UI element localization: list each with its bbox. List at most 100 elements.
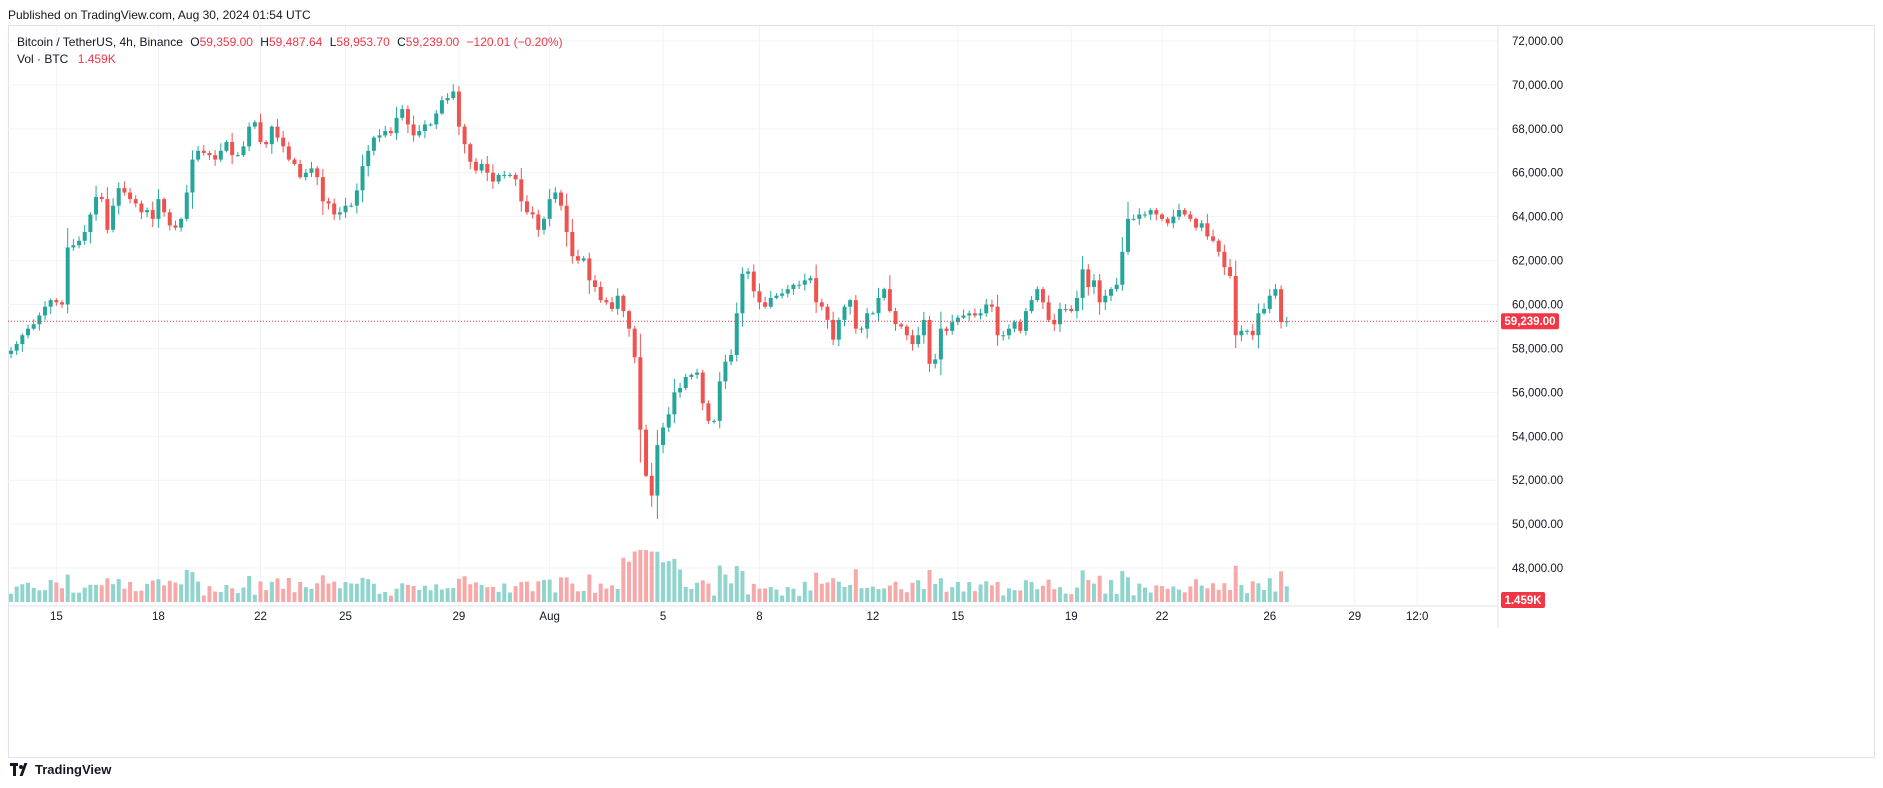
volume-bar xyxy=(145,583,150,602)
candle-down xyxy=(99,196,104,200)
volume-bar xyxy=(706,583,711,602)
candle-up xyxy=(785,289,790,294)
candle-up xyxy=(734,313,739,356)
candle-up xyxy=(797,284,802,286)
candle-down xyxy=(60,302,65,305)
candle-down xyxy=(576,256,580,261)
chart-frame[interactable] xyxy=(8,25,1875,758)
candle-up xyxy=(1262,308,1267,314)
candle-up xyxy=(655,445,660,496)
volume-bar xyxy=(77,592,82,602)
high-value: 59,487.64 xyxy=(268,35,323,49)
volume-bar xyxy=(1171,586,1176,602)
y-tick-label: 62,000.00 xyxy=(1512,256,1563,268)
candle-up xyxy=(354,190,359,206)
candle-up xyxy=(1177,210,1182,217)
candle-up xyxy=(252,122,257,127)
candle-up xyxy=(615,295,620,309)
brand-label: TradingView xyxy=(35,762,112,777)
candle-down xyxy=(831,319,836,340)
volume-bar xyxy=(768,586,773,602)
volume-bar xyxy=(1086,580,1091,602)
candle-up xyxy=(451,91,456,99)
volume-bar xyxy=(893,581,898,602)
volume-bar xyxy=(984,581,989,602)
candle-down xyxy=(332,203,337,215)
candle-down xyxy=(570,232,575,257)
volume-bar xyxy=(717,565,722,602)
last-price-label: 59,239.00 xyxy=(1504,316,1555,328)
candle-up xyxy=(791,284,796,290)
volume-bar xyxy=(190,572,195,602)
candle-down xyxy=(995,306,1000,336)
candle-up xyxy=(1108,289,1113,296)
candle-down xyxy=(587,258,592,281)
y-tick-label: 48,000.00 xyxy=(1512,563,1563,575)
volume-bar xyxy=(320,575,325,602)
x-tick-label: 18 xyxy=(152,611,165,623)
candle-down xyxy=(899,324,904,327)
candle-up xyxy=(1239,330,1244,336)
volume-bar xyxy=(20,584,25,602)
volume-bar xyxy=(1069,594,1074,602)
volume-bar xyxy=(1125,577,1130,602)
volume-bar xyxy=(978,584,983,602)
volume-bar xyxy=(570,583,575,602)
volume-bar xyxy=(972,591,977,602)
volume-bar xyxy=(309,588,314,602)
candle-up xyxy=(712,420,717,422)
volume-bar xyxy=(1194,579,1199,602)
volume-bar xyxy=(383,591,388,602)
candle-down xyxy=(1165,218,1170,224)
candle-up xyxy=(1131,218,1136,220)
tradingview-brand[interactable]: TradingView xyxy=(10,762,111,777)
candle-down xyxy=(819,302,824,307)
candle-down xyxy=(763,302,768,307)
volume-bar xyxy=(1006,588,1011,602)
volume-bar xyxy=(1188,586,1193,602)
volume-bar xyxy=(1256,583,1261,602)
volume-bar xyxy=(1029,581,1034,602)
volume-bar xyxy=(275,578,280,602)
volume-bar xyxy=(734,566,739,602)
volume-bar xyxy=(241,587,246,602)
volume-bar xyxy=(298,581,303,602)
candle-up xyxy=(678,387,683,393)
y-tick-label: 64,000.00 xyxy=(1512,212,1563,224)
volume-bar xyxy=(360,577,365,602)
candle-up xyxy=(184,192,189,219)
volume-bar xyxy=(31,587,36,602)
candle-up xyxy=(553,192,558,200)
volume-bar xyxy=(496,591,501,602)
candle-up xyxy=(145,210,150,213)
candle-down xyxy=(887,289,892,312)
x-tick-label: 29 xyxy=(1348,611,1361,623)
candle-up xyxy=(689,374,694,377)
candle-up xyxy=(9,350,13,354)
y-tick-label: 70,000.00 xyxy=(1512,80,1563,92)
candle-down xyxy=(638,357,643,430)
volume-bar xyxy=(916,580,921,602)
candle-down xyxy=(162,199,167,213)
candle-up xyxy=(1091,280,1096,287)
candle-down xyxy=(490,172,495,182)
volume-bar xyxy=(394,588,399,602)
candle-up xyxy=(224,142,229,151)
volume-row: Vol · BTC 1.459K xyxy=(17,51,563,68)
volume-bar xyxy=(252,594,257,602)
volume-bar xyxy=(281,588,286,602)
volume-bar xyxy=(1250,581,1255,602)
candle-up xyxy=(1245,330,1250,332)
volume-bar xyxy=(490,586,495,602)
candle-up xyxy=(768,297,773,307)
candle-down xyxy=(524,201,529,213)
volume-bar xyxy=(99,585,104,602)
candle-down xyxy=(927,319,932,364)
candle-down xyxy=(757,291,762,303)
symbol-label: Bitcoin / TetherUS, 4h, Binance xyxy=(17,35,183,49)
volume-bar xyxy=(927,569,932,602)
volume-bar xyxy=(944,591,949,602)
volume-bar xyxy=(859,588,864,602)
candle-down xyxy=(1250,330,1255,336)
